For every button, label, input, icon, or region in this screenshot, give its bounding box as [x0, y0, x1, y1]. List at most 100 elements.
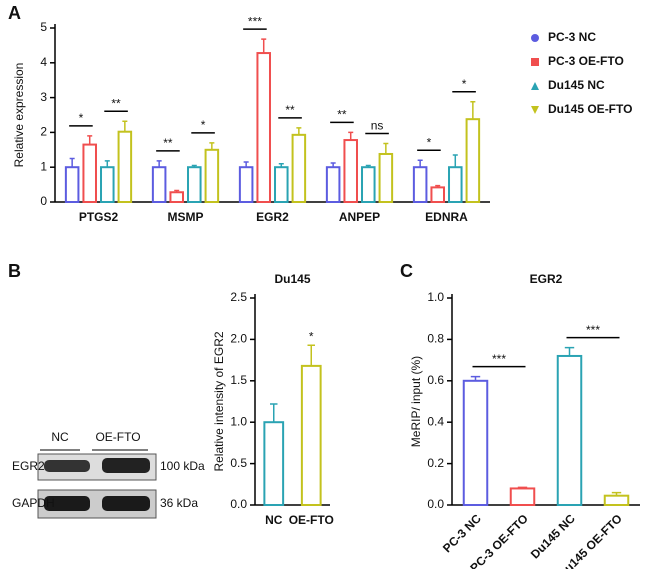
legend-label: Du145 NC: [548, 78, 605, 92]
bar: [509, 487, 536, 507]
bar: [465, 118, 481, 203]
y-tick-label: 1: [40, 159, 47, 173]
y-axis-label: MeRIP/ input (%): [409, 356, 423, 447]
error-bar: [517, 486, 528, 489]
error-bar: [470, 375, 481, 381]
x-tick-label: PC-3 NC: [440, 511, 484, 555]
bar: [238, 166, 254, 203]
y-tick-label: 1.5: [230, 373, 247, 387]
x-tick-label: Du145 NC: [528, 511, 578, 561]
legend-marker: [531, 82, 539, 90]
error-bar: [191, 164, 197, 168]
y-tick-label: 0.0: [230, 497, 247, 511]
y-tick-label: 5: [40, 20, 47, 34]
error-bar: [69, 157, 75, 168]
bar: [100, 166, 115, 203]
chart-title: EGR2: [530, 272, 563, 286]
bar: [291, 133, 307, 203]
significance-label: **: [163, 136, 173, 150]
x-tick-label: EDNRA: [425, 210, 468, 224]
legend-marker: [531, 58, 539, 66]
significance-label: **: [337, 108, 347, 122]
bar: [325, 166, 341, 203]
bar: [151, 166, 167, 203]
significance-label: *: [462, 77, 467, 91]
y-tick-label: 2.0: [230, 332, 247, 346]
error-bar: [174, 189, 180, 193]
bar: [169, 191, 184, 203]
x-tick-label: EGR2: [256, 210, 289, 224]
x-tick-label: NC: [265, 513, 283, 527]
significance-label: ***: [586, 323, 600, 337]
error-bar: [270, 403, 278, 423]
y-tick-label: 0.5: [230, 456, 247, 470]
bar: [378, 152, 394, 203]
error-bar: [307, 344, 315, 366]
y-tick-label: 0.8: [427, 332, 444, 346]
error-bar: [122, 120, 128, 132]
x-tick-label: PTGS2: [79, 210, 119, 224]
error-bar: [156, 160, 162, 168]
panel-letter: C: [400, 261, 413, 281]
error-bar: [278, 162, 284, 168]
chart-title: Du145: [274, 272, 310, 286]
error-bar: [104, 160, 110, 168]
bar: [462, 379, 489, 506]
x-tick-label: OE-FTO: [289, 513, 334, 527]
error-bar: [611, 491, 622, 496]
significance-label: **: [285, 103, 295, 117]
bar: [64, 166, 80, 203]
significance-label: *: [309, 329, 314, 343]
bar: [274, 166, 289, 203]
bar: [263, 421, 285, 507]
y-tick-label: 2: [40, 125, 47, 139]
western-blot: NC OE-FTO EGR2 GAPDH 100 kDa 36 kDa: [12, 430, 205, 519]
bar: [556, 354, 583, 506]
legend-label: PC-3 NC: [548, 30, 596, 44]
panel-letter: B: [8, 261, 21, 281]
bar: [361, 166, 376, 203]
legend-label: Du145 OE-FTO: [548, 102, 632, 116]
error-bar: [452, 154, 458, 168]
bar: [82, 143, 97, 203]
lane-label: NC: [51, 430, 69, 444]
error-bar: [348, 131, 354, 141]
error-bar: [87, 135, 93, 145]
bar: [412, 166, 428, 203]
error-bar: [296, 127, 302, 135]
y-tick-label: 0: [40, 194, 47, 208]
bar: [343, 139, 358, 203]
lane-label: OE-FTO: [95, 430, 140, 444]
row-label: GAPDH: [12, 496, 55, 510]
y-tick-label: 3: [40, 90, 47, 104]
blot-band: [102, 458, 150, 473]
significance-label: **: [111, 96, 121, 110]
y-tick-label: 0.0: [427, 497, 444, 511]
blot-band: [44, 496, 90, 511]
significance-label: *: [201, 118, 206, 132]
legend-marker: [531, 34, 539, 42]
bar: [256, 52, 271, 203]
y-axis-label: Relative intensity of EGR2: [212, 331, 226, 471]
significance-label: ***: [248, 14, 262, 28]
legend-label: PC-3 OE-FTO: [548, 54, 624, 68]
row-label: EGR2: [12, 459, 45, 473]
error-bar: [470, 101, 476, 120]
bar: [448, 166, 463, 203]
significance-label: ns: [371, 119, 384, 133]
error-bar: [383, 142, 389, 154]
y-tick-label: 1.0: [427, 290, 444, 304]
y-axis-label: Relative expression: [12, 63, 26, 168]
error-bar: [209, 142, 215, 150]
significance-label: ***: [492, 352, 506, 366]
x-tick-label: MSMP: [168, 210, 204, 224]
bar: [117, 130, 133, 203]
error-bar: [261, 38, 267, 54]
error-bar: [330, 162, 336, 168]
y-tick-label: 0.2: [427, 456, 444, 470]
significance-label: *: [427, 135, 432, 149]
error-bar: [365, 164, 371, 168]
bar: [187, 166, 202, 203]
significance-label: *: [79, 111, 84, 125]
